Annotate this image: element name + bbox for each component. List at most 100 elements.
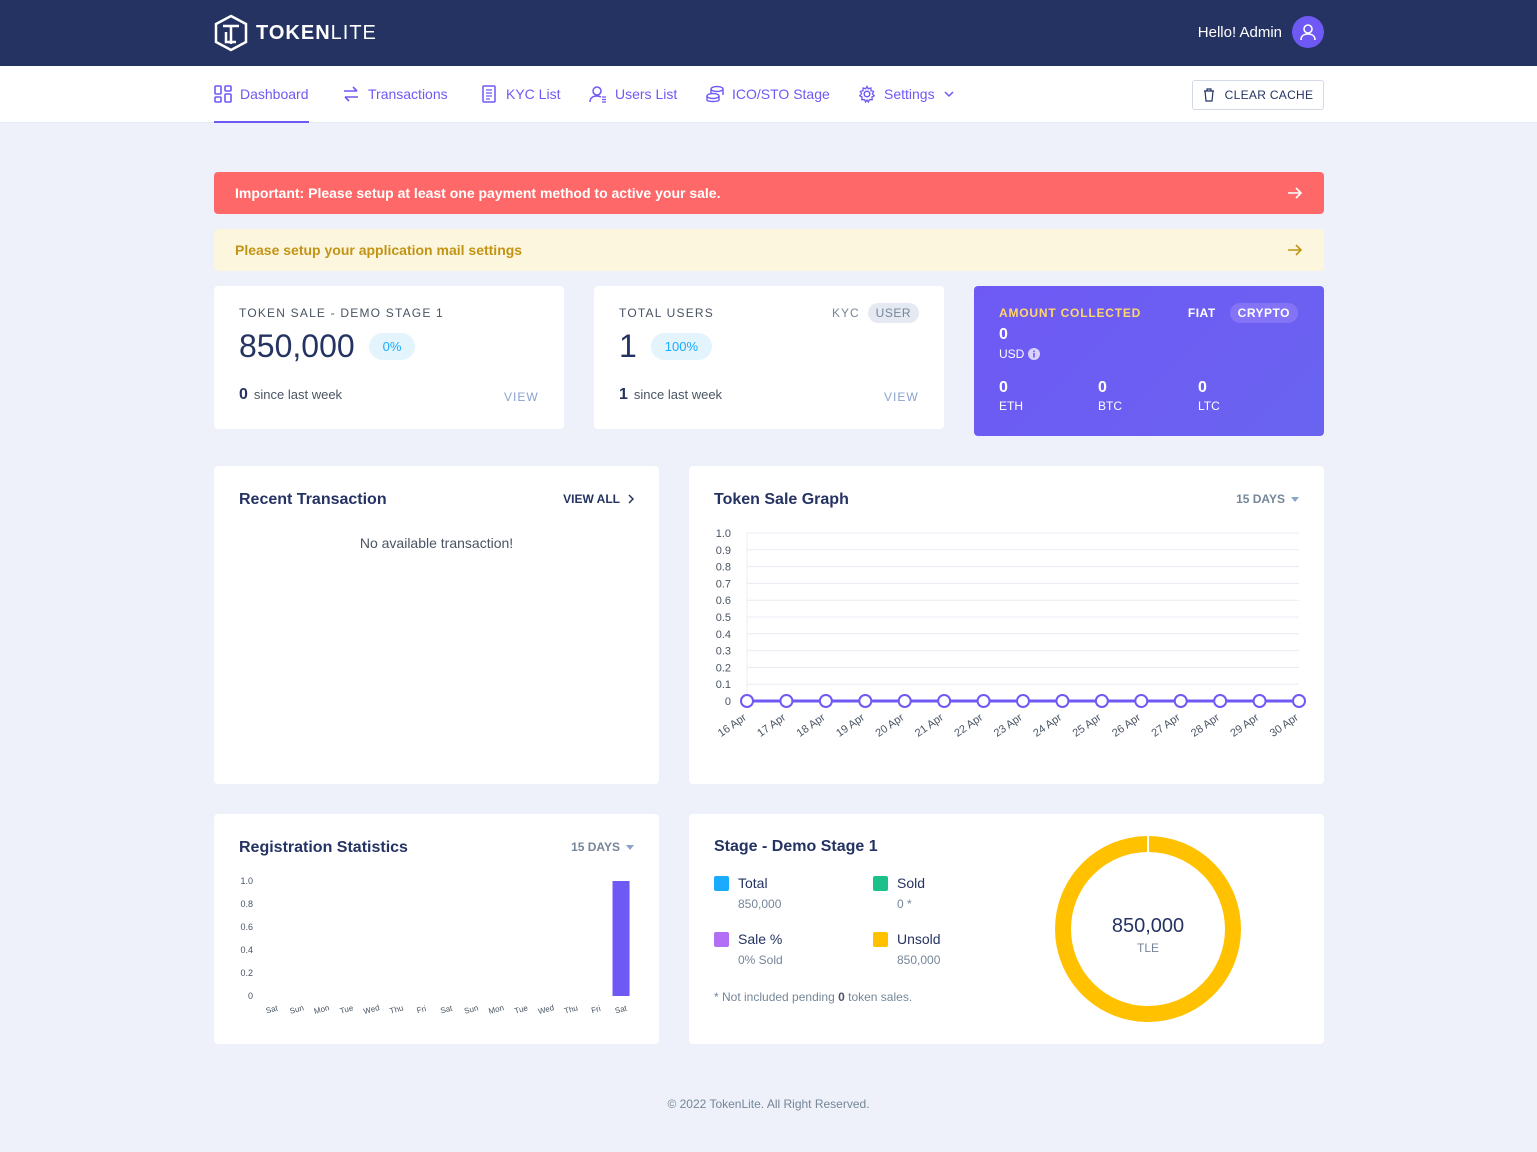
x-tick-label: Wed — [363, 1003, 381, 1016]
x-tick-label: 26 Apr — [1110, 711, 1143, 739]
data-point — [937, 694, 952, 708]
x-tick-label: 22 Apr — [952, 711, 985, 739]
x-tick-label: 19 Apr — [834, 711, 867, 739]
legend-value: 850,000 — [897, 953, 941, 967]
nav-ico-sto-stage[interactable]: ICO/STO Stage — [706, 66, 830, 122]
donut-value: 850,000 — [1111, 915, 1185, 937]
data-point — [1094, 694, 1109, 708]
view-link[interactable]: VIEW — [504, 390, 539, 404]
legend-unsold: Unsold 850,000 — [873, 931, 941, 967]
arrow-right-icon — [1288, 244, 1303, 256]
legend-swatch — [873, 875, 888, 891]
mail-settings-alert[interactable]: Please setup your application mail setti… — [214, 229, 1324, 271]
logo-icon — [214, 14, 248, 52]
btc-label: BTC — [1098, 399, 1122, 413]
view-all-link[interactable]: VIEW ALL — [563, 492, 634, 506]
data-point — [1134, 694, 1149, 708]
x-tick-label: Thu — [389, 1003, 405, 1015]
eth-stat: 0 ETH — [999, 379, 1023, 413]
data-point — [1173, 694, 1188, 708]
document-icon — [482, 85, 496, 103]
token-sale-amount-row: 850,000 0% — [239, 328, 416, 365]
card-title: TOKEN SALE - DEMO STAGE 1 — [239, 306, 444, 320]
clear-cache-label: CLEAR CACHE — [1224, 88, 1314, 102]
user-menu[interactable]: Hello! Admin — [1198, 16, 1324, 48]
stage-donut-chart — [1055, 835, 1241, 1022]
token-sale-graph-card: Token Sale Graph 15 DAYS 1.0 0.9 0.8 0.7 0.6… — [689, 466, 1324, 784]
eth-value: 0 — [999, 379, 1008, 396]
y-tick-label: 0.1 — [716, 679, 731, 691]
x-tick-label: 27 Apr — [1149, 711, 1182, 739]
info-icon[interactable] — [1028, 348, 1041, 360]
range-label: 15 DAYS — [571, 840, 620, 854]
caret-down-icon — [1291, 496, 1299, 502]
x-tick-label: 23 Apr — [992, 711, 1025, 739]
y-tick-label: 0.9 — [716, 545, 731, 557]
since-last-week: 1 since last week — [619, 386, 723, 403]
nav-dashboard[interactable]: Dashboard — [214, 66, 309, 123]
arrow-right-icon — [1288, 187, 1303, 199]
x-tick-label: 30 Apr — [1268, 711, 1301, 739]
data-point — [858, 694, 873, 708]
percent-badge: 0% — [368, 333, 416, 360]
range-dropdown[interactable]: 15 DAYS — [1236, 492, 1299, 506]
x-tick-label: Tue — [339, 1003, 355, 1015]
nav-settings[interactable]: Settings — [858, 66, 955, 122]
crypto-tab[interactable]: CRYPTO — [1229, 303, 1298, 323]
x-tick-label: Tue — [513, 1003, 529, 1015]
fiat-tab[interactable]: FIAT — [1187, 306, 1216, 320]
user-tab[interactable]: USER — [867, 303, 919, 323]
y-tick-label: 1.0 — [716, 528, 731, 540]
ltc-value: 0 — [1198, 379, 1207, 396]
nav-label: Transactions — [368, 86, 448, 102]
data-point — [1213, 694, 1228, 708]
x-tick-label: 25 Apr — [1071, 711, 1104, 739]
y-tick-label: 1.0 — [240, 876, 253, 886]
data-point — [897, 694, 912, 708]
coins-icon — [706, 85, 724, 103]
brand-logo[interactable]: TOKENLITE — [214, 14, 377, 52]
kyc-tab[interactable]: KYC — [831, 306, 860, 320]
data-point — [1016, 694, 1030, 708]
view-link[interactable]: VIEW — [884, 390, 919, 404]
y-tick-label: 0.6 — [240, 922, 253, 932]
currency-toggle: FIAT CRYPTO — [1180, 303, 1298, 323]
card-title: Token Sale Graph — [714, 491, 849, 508]
x-tick-label: Fri — [416, 1004, 428, 1015]
x-tick-label: Mon — [313, 1003, 330, 1016]
transfer-icon — [344, 86, 358, 102]
chevron-right-icon — [628, 494, 634, 504]
x-tick-label: Sun — [289, 1003, 305, 1015]
x-tick-label: 16 Apr — [716, 711, 749, 739]
x-tick-label: Mon — [488, 1003, 505, 1016]
y-tick-label: 0 — [248, 991, 253, 1001]
range-dropdown[interactable]: 15 DAYS — [571, 840, 634, 854]
amount-collected-card: AMOUNT COLLECTED FIAT CRYPTO 0 USD 0 ETH… — [974, 286, 1324, 436]
y-tick-label: 0 — [725, 696, 731, 708]
card-title: TOTAL USERS — [619, 306, 714, 320]
usd-label-row: USD — [999, 347, 1041, 361]
users-count-row: 1 100% — [619, 328, 713, 365]
avatar[interactable] — [1292, 16, 1324, 48]
top-bar: TOKENLITE Hello! Admin — [0, 0, 1537, 66]
empty-state-text: No available transaction! — [359, 535, 514, 551]
data-point — [1292, 694, 1306, 708]
legend-sold: Sold 0 * — [873, 875, 925, 911]
x-tick-label: Sat — [614, 1003, 629, 1015]
nav-transactions[interactable]: Transactions — [342, 66, 448, 122]
registration-statistics-card: Registration Statistics 15 DAYS 1.0 0.8 0.… — [214, 814, 659, 1044]
users-count: 1 — [619, 328, 637, 364]
usd-value: 0 — [999, 326, 1008, 343]
x-tick-label: Sun — [463, 1003, 479, 1015]
x-tick-label: Sat — [439, 1003, 454, 1015]
nav-users-list[interactable]: Users List — [589, 66, 677, 122]
data-point — [779, 694, 794, 708]
legend-total: Total 850,000 — [714, 875, 781, 911]
pending-note: * Not included pending 0 token sales. — [714, 990, 913, 1004]
payment-method-alert[interactable]: Important: Please setup at least one pay… — [214, 172, 1324, 214]
token-sale-amount: 850,000 — [239, 328, 355, 364]
y-tick-label: 0.5 — [716, 612, 731, 624]
nav-kyc-list[interactable]: KYC List — [480, 66, 560, 122]
clear-cache-button[interactable]: CLEAR CACHE — [1192, 80, 1324, 110]
legend-label: Unsold — [897, 931, 941, 947]
